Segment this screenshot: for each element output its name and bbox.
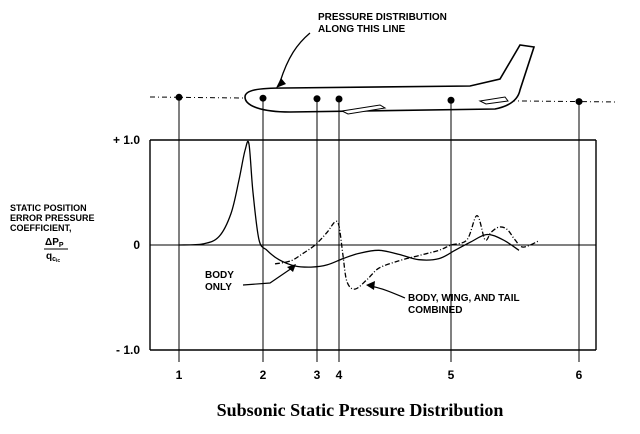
ylabel-line-3: COEFFICIENT, — [10, 223, 72, 233]
series-line-body-only — [178, 140, 520, 268]
ylabel-symbol-num-main: ΔP — [45, 237, 59, 248]
chart-title: Subsonic Static Pressure Distribution — [217, 400, 504, 420]
aircraft-stabilizer — [478, 96, 509, 105]
station-dot-1 — [175, 93, 183, 101]
ylabel-symbol-den-subsub: ic — [56, 258, 60, 264]
ylabel-symbol-numerator: ΔPP — [45, 237, 64, 249]
ylabel-symbol-num-sub: P — [59, 242, 64, 249]
ylabel-line-1: STATIC POSITION — [10, 203, 87, 213]
combined-callout: BODY, WING, AND TAIL COMBINED — [366, 281, 520, 316]
annotation-line-1: PRESSURE DISTRIBUTION — [318, 12, 447, 23]
y-tick-label-1: 0 — [133, 238, 140, 252]
station-label-5: 5 — [448, 368, 455, 382]
station-dot-5 — [447, 96, 455, 104]
annotation-arrowhead — [276, 78, 286, 88]
station-markers: 1 2 3 4 5 6 — [175, 93, 583, 382]
ylabel-symbol: ΔPP qcic — [44, 237, 68, 264]
station-label-3: 3 — [314, 368, 321, 382]
annotation-pointer — [279, 32, 311, 83]
body-only-arrowhead — [287, 264, 296, 272]
plot-frame — [149, 139, 597, 351]
y-tick-label-2: - 1.0 — [116, 343, 140, 357]
body-only-pointer — [242, 267, 293, 286]
series-line-body-wing-tail — [274, 214, 540, 290]
combined-label-line-1: BODY, WING, AND TAIL — [408, 293, 520, 304]
ylabel-line-2: ERROR PRESSURE — [10, 213, 95, 223]
station-dot-2 — [259, 94, 267, 102]
y-tick-labels: + 1.0 0 - 1.0 — [113, 133, 140, 357]
y-tick-label-0: + 1.0 — [113, 133, 140, 147]
series-lines — [178, 140, 540, 290]
ylabel-symbol-denominator: qcic — [46, 251, 60, 264]
aircraft-wing — [340, 104, 387, 115]
body-only-callout: BODY ONLY — [205, 264, 296, 293]
station-label-6: 6 — [576, 368, 583, 382]
combined-arrowhead — [366, 281, 375, 290]
combined-label-line-2: COMBINED — [408, 305, 462, 316]
body-only-label-line-2: ONLY — [205, 282, 232, 293]
ylabel-symbol-den-main: q — [46, 251, 52, 262]
ylabel-symbol-den-sub: c — [52, 256, 56, 263]
aircraft-diagram — [149, 32, 619, 115]
station-label-4: 4 — [336, 368, 343, 382]
annotation-line-2: ALONG THIS LINE — [318, 24, 406, 35]
combined-pointer — [369, 285, 406, 299]
station-label-1: 1 — [176, 368, 183, 382]
station-label-2: 2 — [260, 368, 267, 382]
body-only-label-line-1: BODY — [205, 270, 234, 281]
station-dot-4 — [335, 95, 343, 103]
station-dot-6 — [575, 98, 583, 106]
station-dot-3 — [313, 95, 321, 103]
